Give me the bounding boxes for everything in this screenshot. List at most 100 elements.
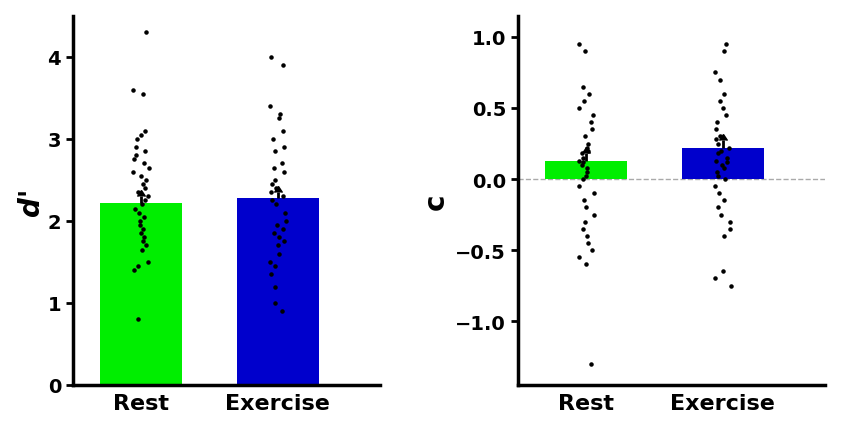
Point (708, 275, 722, 282)
Point (268, 177, 281, 184)
Point (577, 84, 590, 91)
Point (129, 152, 142, 159)
Point (135, 202, 148, 209)
Point (130, 136, 143, 143)
Point (717, 268, 730, 275)
Point (586, 112, 600, 119)
Point (269, 202, 283, 209)
Bar (237, 198, 319, 385)
Point (137, 234, 151, 241)
Point (711, 150, 725, 157)
Point (717, 91, 731, 98)
Bar (100, 203, 182, 385)
Y-axis label: d': d' (17, 187, 45, 215)
Bar (546, 161, 627, 180)
Point (138, 197, 152, 204)
Point (136, 91, 150, 98)
Point (717, 49, 731, 55)
Point (136, 238, 150, 245)
Point (723, 219, 737, 226)
Point (718, 176, 732, 183)
Point (711, 205, 725, 212)
Point (264, 259, 277, 266)
Point (265, 181, 279, 188)
Point (576, 159, 589, 166)
Point (577, 197, 590, 204)
Point (573, 254, 586, 261)
Point (576, 155, 589, 162)
Point (584, 120, 597, 126)
Point (264, 189, 278, 196)
Point (267, 230, 280, 237)
Point (581, 240, 594, 247)
Point (579, 173, 593, 180)
Point (713, 98, 727, 105)
Point (128, 267, 141, 274)
Point (723, 226, 737, 233)
Point (711, 169, 724, 176)
Point (711, 120, 724, 126)
Point (133, 222, 147, 229)
Point (579, 261, 593, 268)
Point (269, 300, 282, 307)
Point (270, 222, 284, 229)
Point (141, 194, 155, 200)
Point (572, 158, 585, 165)
Point (717, 233, 731, 240)
Point (126, 169, 140, 175)
Point (273, 234, 286, 241)
Point (141, 259, 155, 266)
Point (126, 87, 140, 94)
Point (709, 126, 722, 133)
Point (272, 243, 285, 249)
Point (275, 308, 289, 315)
Point (584, 360, 598, 367)
Point (141, 165, 155, 172)
Point (576, 150, 589, 157)
Point (710, 136, 723, 143)
Point (724, 283, 738, 289)
Point (588, 190, 601, 197)
Point (136, 226, 150, 233)
Point (709, 70, 722, 77)
Point (580, 233, 594, 240)
Point (720, 159, 733, 166)
Point (139, 148, 152, 155)
Point (279, 218, 292, 225)
Point (580, 165, 594, 172)
Point (132, 210, 146, 217)
Point (276, 194, 290, 200)
Point (135, 230, 148, 237)
Point (578, 49, 592, 55)
Point (276, 226, 290, 233)
Point (720, 155, 733, 162)
Point (137, 160, 151, 167)
Point (579, 205, 593, 212)
Point (135, 246, 148, 253)
Point (577, 98, 590, 105)
Point (135, 173, 148, 180)
Point (581, 141, 594, 147)
Point (581, 148, 594, 155)
Point (714, 148, 727, 155)
Point (130, 144, 143, 151)
Point (139, 30, 152, 37)
Point (265, 197, 279, 204)
Point (264, 54, 278, 61)
Point (582, 91, 595, 98)
Point (578, 219, 592, 226)
Point (711, 141, 724, 147)
Point (276, 128, 290, 135)
Point (577, 226, 590, 233)
Point (712, 190, 726, 197)
Point (266, 136, 280, 143)
Point (131, 316, 145, 323)
Point (581, 169, 594, 176)
Point (710, 158, 723, 165)
Point (275, 160, 289, 167)
Point (264, 103, 277, 110)
Point (585, 247, 599, 254)
Point (575, 162, 589, 169)
Point (714, 77, 727, 84)
Point (720, 42, 733, 49)
